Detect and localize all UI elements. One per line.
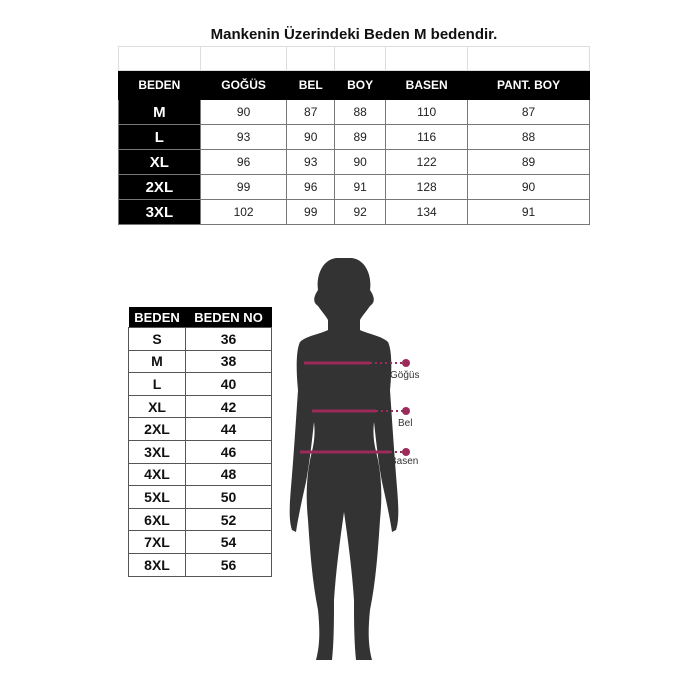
table-cell: 5XL [127,485,187,509]
table-row: 4XL 48 [127,462,272,487]
table-cell: 2XL [127,417,187,441]
size-measurement-table: Mankenin Üzerindeki Beden M bedendir. BE… [118,22,590,225]
table-cell: 91 [467,199,590,225]
table-row: S 36 [127,327,272,351]
table-row: XL 42 [127,394,272,419]
table-row: 7XL 54 [127,530,272,554]
column-header: PANT. BOY [467,70,590,100]
column-header: BASEN [385,70,469,100]
table-row: M 38 [127,349,272,374]
table-cell: 44 [185,417,272,441]
table-cell: 56 [185,552,272,577]
table-cell: 38 [185,349,272,374]
table-cell: 36 [185,327,272,351]
table-cell: 50 [185,485,272,509]
column-header: BEDEN NO [185,307,272,328]
silhouette [289,258,399,660]
table-cell: 54 [185,530,272,554]
table-cell: 40 [185,372,272,396]
table-cell: 42 [185,394,272,419]
table-cell: 89 [467,149,590,175]
size-label: L [118,124,201,150]
table-cell: 96 [199,149,288,175]
table-cell: 93 [286,149,335,175]
table-cell: 88 [333,99,387,125]
column-header: BEDEN [118,70,201,100]
waist-dot [402,407,410,415]
table-cell: 90 [199,99,288,125]
size-number-table: BEDEN BEDEN NO S 36 M 38 L 40 XL 42 2XL 44 3XL 46 4XL… [127,307,272,577]
table-cell: 99 [286,199,335,225]
table-cell: 46 [185,439,272,464]
table-cell: 128 [385,174,469,200]
table-cell: 3XL [127,439,187,464]
waist-label: Bel [398,418,413,429]
table-cell: XL [127,394,187,419]
table-row: 3XL 46 [127,439,272,464]
table-cell: 90 [333,149,387,175]
column-header: BEDEN [128,307,186,328]
table-cell: 92 [333,199,387,225]
table-cell: 134 [385,199,469,225]
column-header: BOY [333,70,387,100]
table-row: 5XL 50 [127,485,272,509]
table-cell: 87 [286,99,335,125]
chest-label: Göğüs [390,370,420,381]
table-cell: 4XL [127,462,187,487]
table-cell: 88 [467,124,590,150]
table-row: 2XL 44 [127,417,272,441]
table-cell: 89 [333,124,387,150]
table-cell: 90 [286,124,335,150]
table-cell: 8XL [127,552,187,577]
table-cell: 91 [333,174,387,200]
table-cell: 116 [385,124,469,150]
chest-dot [402,359,410,367]
table-row: 2XL 99 96 91 128 90 [118,174,590,200]
size-label: 2XL [118,174,201,200]
table-cell: 90 [467,174,590,200]
table-row: L 40 [127,372,272,396]
table-row: 6XL 52 [127,507,272,532]
table-row: XL 96 93 90 122 89 [118,149,590,175]
table-cell: 93 [199,124,288,150]
table-title: Mankenin Üzerindeki Beden M bedendir. [118,22,590,47]
table-cell: 122 [385,149,469,175]
column-header: BEL [286,70,335,100]
table-cell: 52 [185,507,272,532]
hip-label: Basen [390,456,419,467]
table-cell: 7XL [127,530,187,554]
table-cell: 87 [467,99,590,125]
table-row: 8XL 56 [127,552,272,577]
column-header: GOĞÜS [199,70,288,100]
body-silhouette-figure [289,258,410,660]
table-row: 3XL 102 99 92 134 91 [118,199,590,225]
table-cell: M [127,349,187,374]
table-cell: 6XL [127,507,187,532]
table-cell: 102 [199,199,288,225]
size-label: XL [118,149,201,175]
table-cell: 48 [185,462,272,487]
table-cell: 110 [385,99,469,125]
table-cell: L [127,372,187,396]
table-cell: 99 [199,174,288,200]
table-row: M 90 87 88 110 87 [118,99,590,125]
table-row: L 93 90 89 116 88 [118,124,590,150]
size-label: 3XL [118,199,201,225]
table-cell: 96 [286,174,335,200]
hip-dot [402,448,410,456]
size-label: M [118,99,201,125]
table-cell: S [127,327,187,351]
